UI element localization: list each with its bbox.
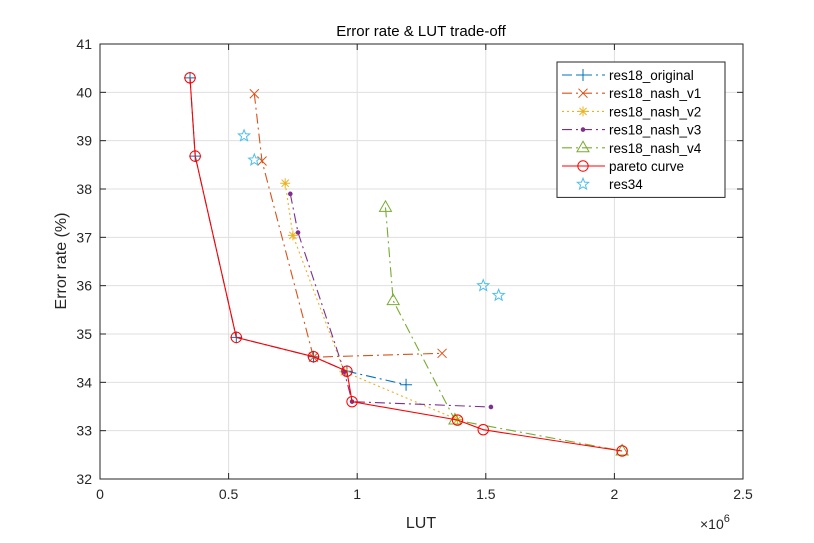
data-point bbox=[287, 230, 298, 241]
x-axis-label: LUT bbox=[406, 515, 436, 532]
x-tick-label: 0.5 bbox=[219, 486, 239, 502]
y-tick-label: 40 bbox=[76, 84, 92, 100]
x-exponent-power: 6 bbox=[724, 513, 730, 525]
series-line bbox=[284, 183, 458, 421]
x-exponent-label: ×106 bbox=[700, 513, 730, 532]
data-point bbox=[386, 293, 401, 306]
y-tick-label: 32 bbox=[76, 471, 92, 487]
legend-marker bbox=[575, 176, 591, 191]
data-point bbox=[491, 287, 506, 302]
legend-marker bbox=[578, 106, 588, 117]
data-point bbox=[437, 348, 447, 359]
data-point bbox=[307, 351, 320, 363]
legend-marker bbox=[577, 160, 589, 172]
x-tick-label: 2 bbox=[611, 486, 619, 502]
data-point bbox=[237, 128, 252, 142]
data-point bbox=[247, 152, 262, 166]
legend-label: res34 bbox=[609, 177, 643, 192]
x-exponent-base: ×10 bbox=[700, 516, 724, 532]
legend-label: res18_nash_v4 bbox=[609, 141, 702, 156]
y-tick-label: 39 bbox=[76, 133, 92, 149]
data-point bbox=[346, 395, 358, 408]
legend-entry: res18_nash_v1 bbox=[562, 86, 701, 101]
data-point bbox=[477, 424, 489, 436]
series-res34 bbox=[237, 128, 506, 302]
data-point bbox=[341, 365, 353, 377]
data-point bbox=[616, 445, 628, 457]
y-tick-label: 35 bbox=[76, 326, 92, 342]
data-point bbox=[189, 150, 201, 162]
y-tick-label: 38 bbox=[76, 181, 92, 197]
y-tick-label: 33 bbox=[76, 423, 92, 439]
series-line bbox=[189, 77, 623, 452]
legend-label: res18_nash_v1 bbox=[609, 86, 701, 101]
plot-frame bbox=[99, 43, 744, 480]
grid bbox=[100, 44, 743, 479]
x-tick-label: 0 bbox=[96, 486, 104, 502]
series-line bbox=[253, 93, 443, 358]
data-point bbox=[451, 414, 464, 426]
legend-marker bbox=[578, 88, 588, 99]
legend-entry: pareto curve bbox=[562, 159, 684, 174]
x-tick-label: 1.5 bbox=[476, 486, 496, 502]
x-tick-label: 1 bbox=[353, 486, 361, 502]
data-point bbox=[280, 178, 291, 189]
data-point bbox=[488, 404, 494, 410]
data-point bbox=[249, 88, 260, 99]
legend-entry: res34 bbox=[575, 176, 643, 192]
legend-entry: res18_original bbox=[562, 68, 694, 83]
legend-label: res18_nash_v3 bbox=[609, 123, 701, 138]
legend-entry: res18_nash_v4 bbox=[562, 140, 702, 156]
series-line bbox=[384, 207, 623, 452]
legend-marker bbox=[580, 127, 586, 132]
series-res18-nash-v3 bbox=[288, 191, 494, 410]
legend: res18_original res18_nash_v1 res18_nash_v2… bbox=[556, 61, 726, 198]
ticks: 0 0.5 1 1.5 2 2.5 32 33 34 35 36 37 38 39 40 41 bbox=[76, 36, 753, 502]
data-point bbox=[476, 278, 491, 292]
legend-label: res18_nash_v2 bbox=[609, 104, 701, 119]
x-tick-label: 2.5 bbox=[733, 486, 753, 502]
series-layer bbox=[184, 71, 629, 457]
legend-marker bbox=[576, 140, 590, 153]
y-axis-label: Error rate (%) bbox=[53, 213, 70, 310]
data-point bbox=[615, 443, 629, 456]
legend-label: pareto curve bbox=[609, 159, 684, 174]
data-point bbox=[230, 331, 243, 344]
data-point bbox=[184, 72, 196, 84]
y-tick-label: 36 bbox=[76, 278, 92, 294]
data-point bbox=[295, 230, 301, 235]
y-tick-label: 37 bbox=[76, 229, 92, 245]
legend-entry: res18_nash_v3 bbox=[562, 123, 701, 138]
legend-entry: res18_nash_v2 bbox=[562, 104, 701, 119]
data-point bbox=[378, 199, 393, 212]
y-tick-label: 41 bbox=[76, 36, 92, 52]
data-point bbox=[288, 191, 293, 197]
legend-marker bbox=[577, 69, 589, 81]
chart-title: Error rate & LUT trade-off bbox=[336, 23, 506, 40]
y-tick-label: 34 bbox=[76, 374, 92, 390]
series-pareto-curve bbox=[184, 72, 628, 457]
data-point bbox=[400, 378, 413, 391]
legend-label: res18_original bbox=[609, 68, 694, 83]
